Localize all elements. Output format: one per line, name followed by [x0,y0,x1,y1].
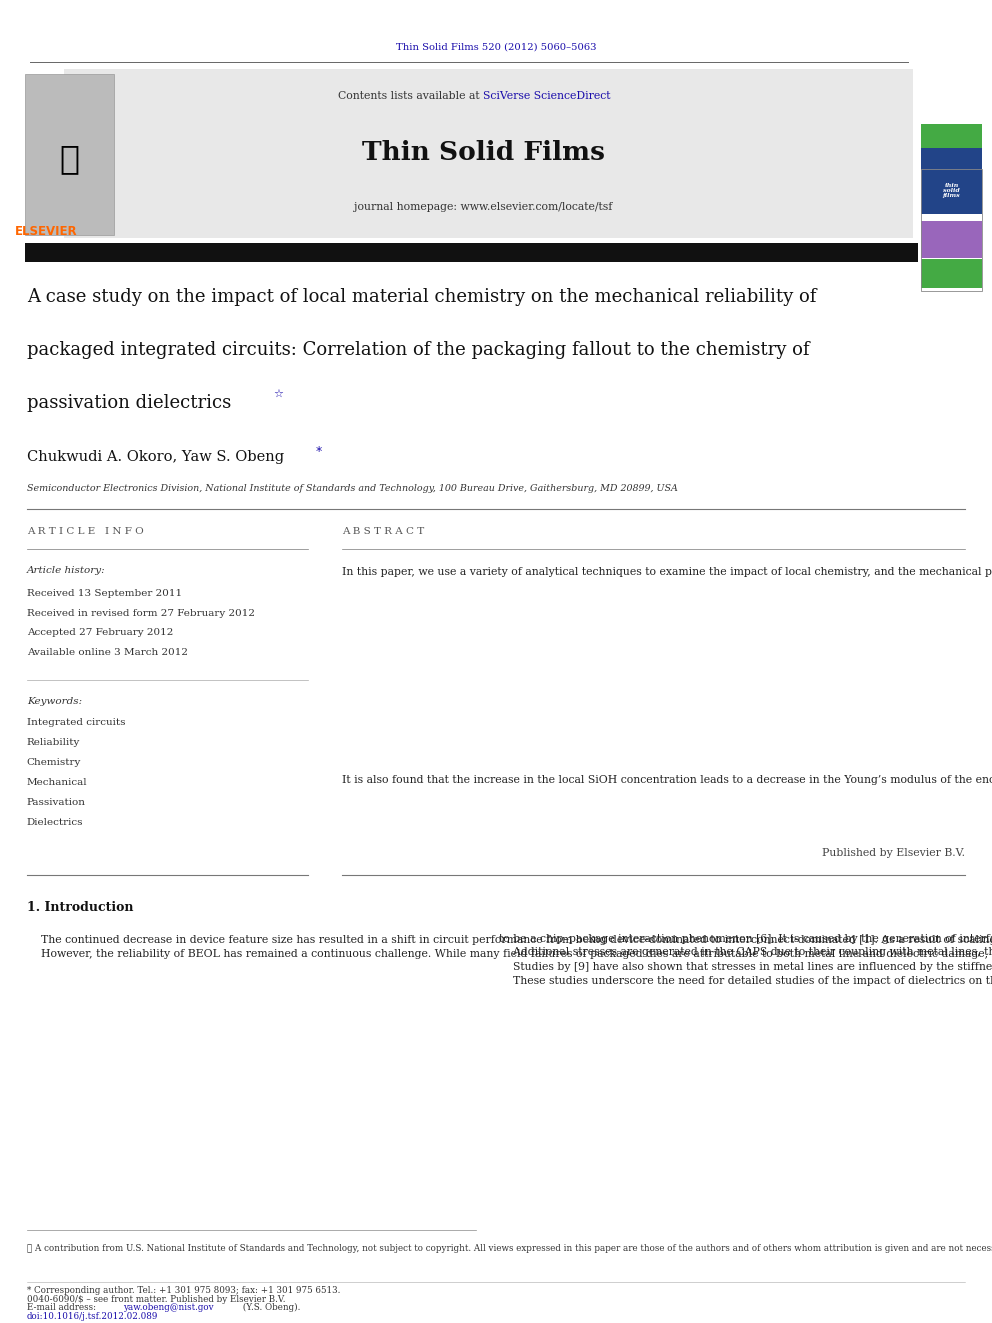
Text: Published by Elsevier B.V.: Published by Elsevier B.V. [822,848,965,859]
Text: It is also found that the increase in the local SiOH concentration leads to a de: It is also found that the increase in th… [342,775,992,786]
Text: (Y.S. Obeng).: (Y.S. Obeng). [240,1303,301,1312]
Text: Dielectrics: Dielectrics [27,818,83,827]
Text: 1. Introduction: 1. Introduction [27,901,133,914]
Text: SciVerse ScienceDirect: SciVerse ScienceDirect [483,91,611,102]
Text: A R T I C L E   I N F O: A R T I C L E I N F O [27,527,144,536]
Bar [921,221,982,258]
Text: ELSEVIER: ELSEVIER [15,225,78,238]
Text: In this paper, we use a variety of analytical techniques to examine the impact o: In this paper, we use a variety of analy… [342,566,992,577]
Text: doi:10.1016/j.tsf.2012.02.089: doi:10.1016/j.tsf.2012.02.089 [27,1312,158,1322]
Bar [921,259,982,288]
Text: Mechanical: Mechanical [27,778,87,787]
Text: Integrated circuits: Integrated circuits [27,718,125,728]
Text: A case study on the impact of local material chemistry on the mechanical reliabi: A case study on the impact of local mate… [27,288,816,307]
Bar [921,169,982,291]
Text: to be a chip–package interaction phenomenon [6]. It is caused by the generation : to be a chip–package interaction phenome… [499,934,992,986]
Text: yaw.obeng@nist.gov: yaw.obeng@nist.gov [123,1303,213,1312]
Text: A B S T R A C T: A B S T R A C T [342,527,425,536]
Text: ☆ A contribution from U.S. National Institute of Standards and Technology, not s: ☆ A contribution from U.S. National Inst… [27,1244,992,1253]
Text: Passivation: Passivation [27,798,85,807]
Text: thin
solid
films: thin solid films [942,183,960,198]
Text: Received in revised form 27 February 2012: Received in revised form 27 February 201… [27,609,255,618]
Text: passivation dielectrics: passivation dielectrics [27,394,231,413]
Text: Chukwudi A. Okoro, Yaw S. Obeng: Chukwudi A. Okoro, Yaw S. Obeng [27,450,284,464]
Text: packaged integrated circuits: Correlation of the packaging fallout to the chemis: packaged integrated circuits: Correlatio… [27,341,809,360]
Text: Article history:: Article history: [27,566,105,576]
Text: Reliability: Reliability [27,738,80,747]
Bar [921,124,982,169]
Text: ☆: ☆ [273,389,283,400]
Text: E-mail address:: E-mail address: [27,1303,98,1312]
Text: Semiconductor Electronics Division, National Institute of Standards and Technolo: Semiconductor Electronics Division, Nati… [27,484,678,493]
Bar [64,69,913,238]
Text: Accepted 27 February 2012: Accepted 27 February 2012 [27,628,174,638]
Text: Available online 3 March 2012: Available online 3 March 2012 [27,648,187,658]
Text: Thin Solid Films 520 (2012) 5060–5063: Thin Solid Films 520 (2012) 5060–5063 [396,42,596,52]
Text: Chemistry: Chemistry [27,758,81,767]
Text: Thin Solid Films: Thin Solid Films [362,140,604,165]
Text: journal homepage: www.elsevier.com/locate/tsf: journal homepage: www.elsevier.com/locat… [354,202,612,213]
Text: 🌲: 🌲 [60,143,79,175]
Bar [25,74,114,235]
Text: Keywords:: Keywords: [27,697,82,706]
Text: *: * [315,445,321,458]
Bar [921,148,982,214]
Text: 0040-6090/$ – see front matter. Published by Elsevier B.V.: 0040-6090/$ – see front matter. Publishe… [27,1295,286,1304]
Text: * Corresponding author. Tel.: +1 301 975 8093; fax: +1 301 975 6513.: * Corresponding author. Tel.: +1 301 975… [27,1286,340,1295]
Text: The continued decrease in device feature size has resulted in a shift in circuit: The continued decrease in device feature… [27,934,992,959]
Bar [25,243,918,262]
Text: Contents lists available at: Contents lists available at [338,91,483,102]
Text: Received 13 September 2011: Received 13 September 2011 [27,589,182,598]
